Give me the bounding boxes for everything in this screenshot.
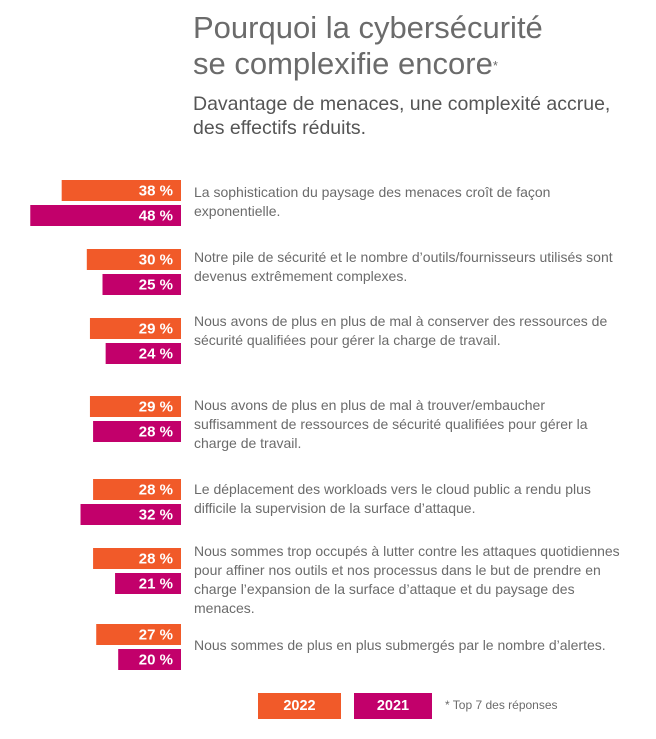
chart-title: Pourquoi la cybersécurité se complexifie … [193, 10, 643, 82]
category-label-2: Notre pile de sécurité et le nombre d’ou… [194, 249, 613, 284]
bar-2022-2 [86, 249, 181, 270]
footnote: * Top 7 des réponses [445, 698, 558, 712]
legend-2021: 2021 [354, 693, 432, 719]
bar-value-label-2022-5: 28 % [139, 482, 173, 499]
bar-2021-1 [30, 205, 182, 226]
bar-2021-3 [105, 343, 181, 364]
legend-2022: 2022 [258, 693, 341, 719]
category-label-4: Nous avons de plus en plus de mal à trou… [194, 397, 588, 451]
bar-value-label-2021-1: 48 % [139, 208, 173, 225]
bar-2022-5 [93, 479, 181, 500]
title-line-1: Pourquoi la cybersécurité [193, 10, 543, 45]
title-footnote-mark: * [492, 58, 498, 73]
category-label-6: Nous sommes trop occupés à lutter contre… [194, 543, 620, 616]
category-label-1: La sophistication du paysage des menaces… [194, 184, 551, 219]
title-line-2: se complexifie encore [193, 46, 493, 81]
category-label-5: Le déplacement des workloads vers le clo… [194, 481, 591, 516]
bar-2021-2 [102, 274, 181, 295]
bar-2021-5 [80, 504, 181, 525]
bar-value-label-2022-2: 30 % [139, 252, 173, 269]
bar-value-label-2022-4: 29 % [139, 399, 173, 416]
bar-2022-1 [61, 180, 181, 201]
bar-value-label-2022-1: 38 % [139, 183, 173, 200]
bar-value-label-2021-3: 24 % [139, 346, 173, 363]
bar-value-label-2022-6: 28 % [139, 551, 173, 568]
bar-2021-4 [93, 421, 181, 442]
bar-2022-4 [89, 396, 181, 417]
bar-value-label-2022-7: 27 % [139, 627, 173, 644]
category-label-7: Nous sommes de plus en plus submergés pa… [194, 637, 606, 653]
bar-2022-6 [93, 548, 181, 569]
bar-value-label-2022-3: 29 % [139, 321, 173, 338]
bar-2022-7 [96, 624, 181, 645]
bar-value-label-2021-4: 28 % [139, 424, 173, 441]
bar-value-label-2021-7: 20 % [139, 652, 173, 669]
bar-value-label-2021-2: 25 % [139, 277, 173, 294]
bar-value-label-2021-5: 32 % [139, 507, 173, 524]
category-label-3: Nous avons de plus en plus de mal à cons… [194, 313, 608, 348]
bar-value-label-2021-6: 21 % [139, 576, 173, 593]
chart-subtitle: Davantage de menaces, une complexité acc… [193, 93, 611, 139]
bar-2021-6 [115, 573, 181, 594]
bar-2022-3 [89, 318, 181, 339]
bar-2021-7 [118, 649, 181, 670]
